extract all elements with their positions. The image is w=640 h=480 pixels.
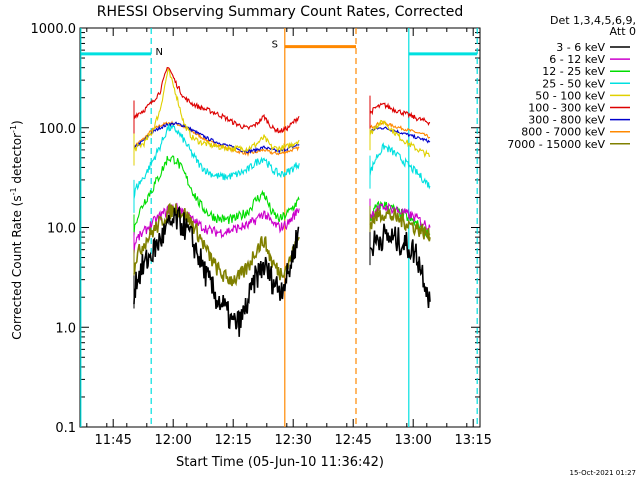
chart-title: RHESSI Observing Summary Count Rates, Co… [97, 4, 463, 20]
y-axis-label-main: Corrected Count Rate (s [10, 195, 24, 339]
y-tick-label: 10.0 [47, 222, 76, 237]
axis-ticks: 11:45 12:00 12:15 12:30 12:45 13:00 13:15 0.1 1.… [31, 22, 492, 448]
legend-header: Det 1,3,4,5,6,9, [550, 14, 636, 27]
y-axis-label-sup2: -1 [9, 125, 18, 133]
series-line [369, 207, 431, 242]
x-tick-label: 13:15 [454, 433, 491, 448]
series-line [133, 202, 300, 287]
flag-bars: NS [80, 40, 478, 58]
legend-label: 6 - 12 keV [549, 53, 605, 66]
y-tick-label: 1.0 [55, 321, 76, 336]
legend-label: 800 - 7000 keV [521, 126, 605, 139]
series-line [369, 142, 431, 190]
legend-label: 12 - 25 keV [542, 65, 605, 78]
series-line [369, 102, 431, 127]
legend-label: 3 - 6 keV [556, 41, 605, 54]
legend-header: Att 0 [610, 25, 636, 38]
legend-label: 50 - 100 keV [535, 89, 605, 102]
y-axis-label-end: ) [10, 120, 24, 125]
x-tick-label: 12:15 [214, 433, 251, 448]
legend-label: 300 - 800 keV [528, 114, 605, 127]
series-line [369, 119, 431, 158]
footer-timestamp: 15-Oct-2021 01:27 [570, 469, 636, 477]
x-tick-label: 12:45 [334, 433, 371, 448]
x-tick-label: 12:00 [154, 433, 191, 448]
y-tick-label: 100.0 [39, 122, 76, 137]
legend-label: 100 - 300 keV [528, 102, 605, 115]
series-line [369, 223, 431, 309]
series-line [133, 155, 300, 236]
series-line [369, 126, 431, 144]
y-axis-label: Corrected Count Rate (s-1 detector-1) [9, 120, 24, 339]
series-line [133, 202, 300, 254]
series-layer [133, 66, 431, 337]
flag-label: S [272, 40, 278, 51]
flag-label: N [155, 47, 162, 58]
series-line [133, 66, 300, 134]
series-line [133, 205, 300, 337]
x-tick-label: 13:00 [394, 433, 431, 448]
legend-label: 7000 - 15000 keV [507, 138, 605, 151]
y-tick-label: 1000.0 [31, 22, 77, 37]
x-axis-label: Start Time (05-Jun-10 11:36:42) [176, 455, 384, 470]
legend-label: 25 - 50 keV [542, 77, 605, 90]
series-line [133, 124, 300, 199]
x-tick-label: 12:30 [274, 433, 311, 448]
y-tick-label: 0.1 [55, 421, 76, 436]
y-axis-label-sup1: -1 [9, 187, 18, 195]
series-line [133, 68, 300, 154]
x-tick-label: 11:45 [94, 433, 131, 448]
series-line [369, 202, 431, 231]
y-axis-label-mid: detector [10, 133, 24, 188]
